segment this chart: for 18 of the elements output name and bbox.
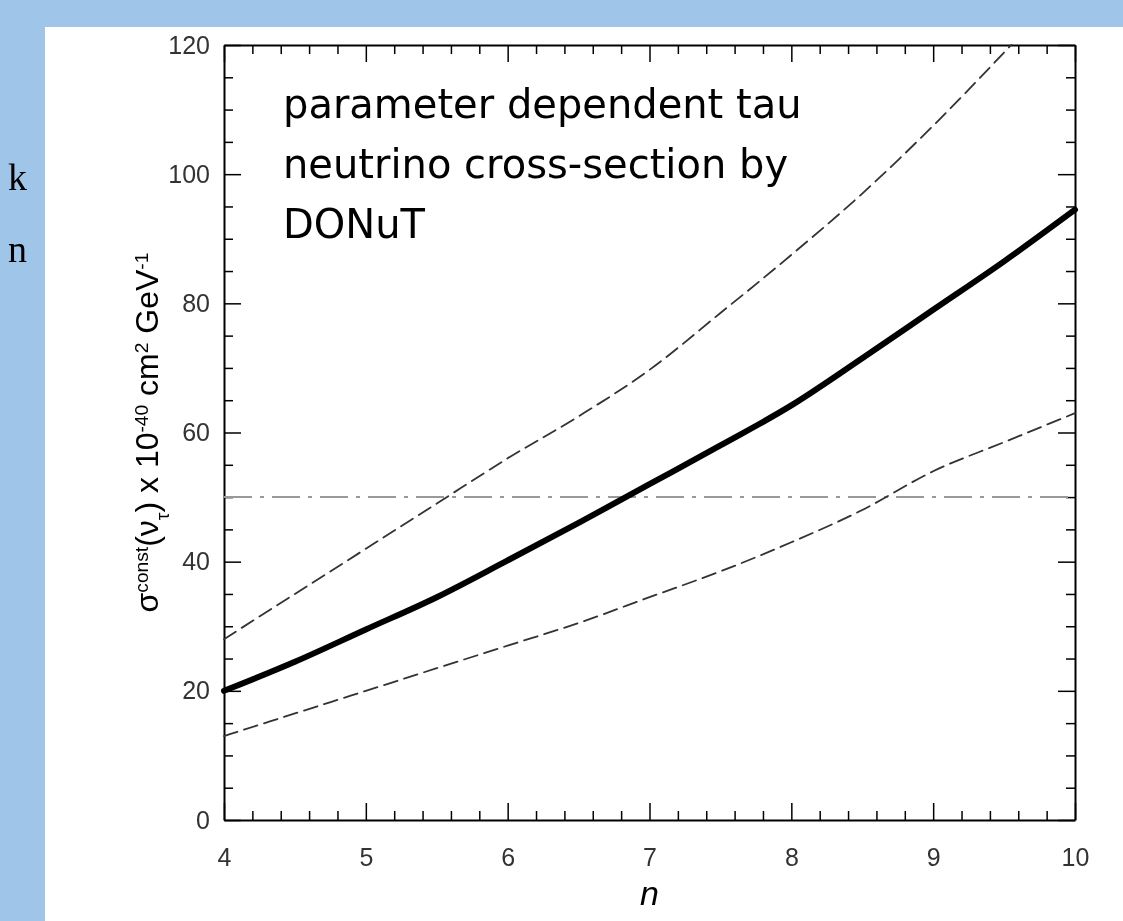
y-tick-label: 40 <box>182 547 210 576</box>
x-tick-label: 7 <box>643 842 657 871</box>
text: k <box>8 156 27 198</box>
annotation: parameter dependent tau neutrino cross-section by DONuT <box>283 81 802 247</box>
y-tick-label: 120 <box>168 30 210 59</box>
x-tick-label: 10 <box>1061 842 1090 871</box>
x-tick-label: 8 <box>784 842 799 871</box>
y-tick-label: 0 <box>196 805 210 834</box>
x-axis-title: n <box>640 874 659 912</box>
y-tick-label: 80 <box>182 288 210 317</box>
text: n <box>8 228 27 270</box>
x-tick-label: 5 <box>359 842 374 871</box>
y-tick-label: 100 <box>168 159 210 188</box>
x-tick-label: 6 <box>501 842 516 871</box>
x-tick-label: 4 <box>217 842 232 871</box>
y-tick-label: 20 <box>182 676 210 705</box>
x-tick-label: 9 <box>926 842 941 871</box>
y-tick-label: 60 <box>182 418 210 446</box>
